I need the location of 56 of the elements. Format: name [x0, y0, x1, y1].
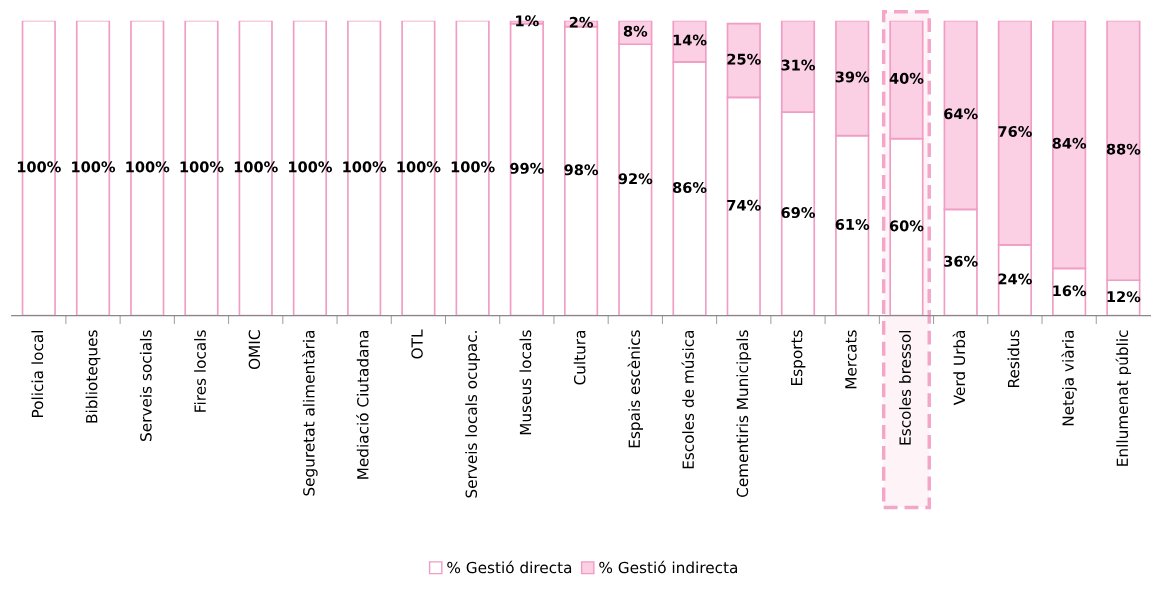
legend-label: % Gestió indirecta — [599, 560, 738, 574]
data-label: 16% — [1053, 285, 1087, 297]
x-tick-label: Serveis locals ocupac. — [465, 331, 481, 498]
x-tick-label: Escoles de música — [681, 330, 694, 469]
data-label: 2% — [569, 16, 593, 28]
x-tick-label: Seguretat alimentària — [302, 330, 318, 496]
x-tick-label: OTL — [411, 329, 423, 359]
data-label: 84% — [1052, 137, 1087, 149]
data-label: 100% — [234, 161, 278, 173]
data-label: 8% — [623, 25, 648, 37]
data-label: 100% — [72, 161, 116, 173]
data-label: 88% — [1106, 143, 1141, 155]
x-tick-label: OMIC — [248, 330, 261, 370]
data-label: 24% — [998, 273, 1032, 285]
x-tick-label: Mediació Ciutadana — [356, 330, 369, 479]
data-label: 74% — [727, 199, 761, 211]
x-tick-label: Museus locals — [519, 330, 532, 435]
data-label: 100% — [17, 161, 61, 173]
x-tick-label: Espais escènics — [627, 330, 644, 448]
x-tick-label: Residus — [1007, 330, 1020, 387]
x-tick-label: Policia local — [31, 330, 44, 417]
data-label: 100% — [180, 161, 224, 173]
data-label: 25% — [727, 53, 761, 65]
x-tick-label: Verd Urbà — [952, 330, 966, 406]
data-label: 86% — [672, 182, 707, 194]
data-label: 36% — [944, 255, 978, 267]
data-label: 39% — [835, 71, 870, 83]
x-tick-label: Cultura — [573, 330, 586, 385]
data-label: 100% — [343, 161, 387, 173]
data-label: 100% — [289, 161, 332, 173]
data-label: 40% — [889, 72, 924, 84]
x-tick-label: Neteja viària — [1061, 330, 1077, 426]
data-label: 1% — [516, 15, 539, 27]
data-label: 100% — [397, 161, 441, 173]
x-tick-label: Escoles bressol — [899, 330, 911, 445]
x-tick-label: Serveis socials — [139, 330, 152, 441]
data-label: 98% — [564, 164, 599, 176]
data-label: 61% — [835, 218, 870, 230]
data-label: 76% — [998, 125, 1032, 137]
data-label: 100% — [451, 161, 495, 173]
data-label: 99% — [510, 162, 544, 174]
data-label: 64% — [944, 108, 978, 120]
x-tick-label: Esports — [791, 330, 806, 385]
x-tick-label: Biblioteques — [85, 330, 101, 423]
x-tick-label: Cementiris Municipals — [736, 330, 752, 497]
x-tick-label: Mercats — [845, 330, 857, 389]
data-label: 69% — [781, 207, 815, 219]
data-label: 31% — [781, 59, 815, 71]
data-label: 12% — [1107, 291, 1141, 303]
data-label: 14% — [673, 34, 707, 46]
x-tick-label: Fires locals — [194, 330, 206, 412]
x-tick-label: Enllumenat públic — [1115, 330, 1132, 466]
legend-label: % Gestió directa — [447, 560, 572, 574]
data-label: 92% — [618, 173, 653, 185]
data-label: 100% — [126, 161, 170, 173]
data-label: 60% — [889, 220, 924, 232]
